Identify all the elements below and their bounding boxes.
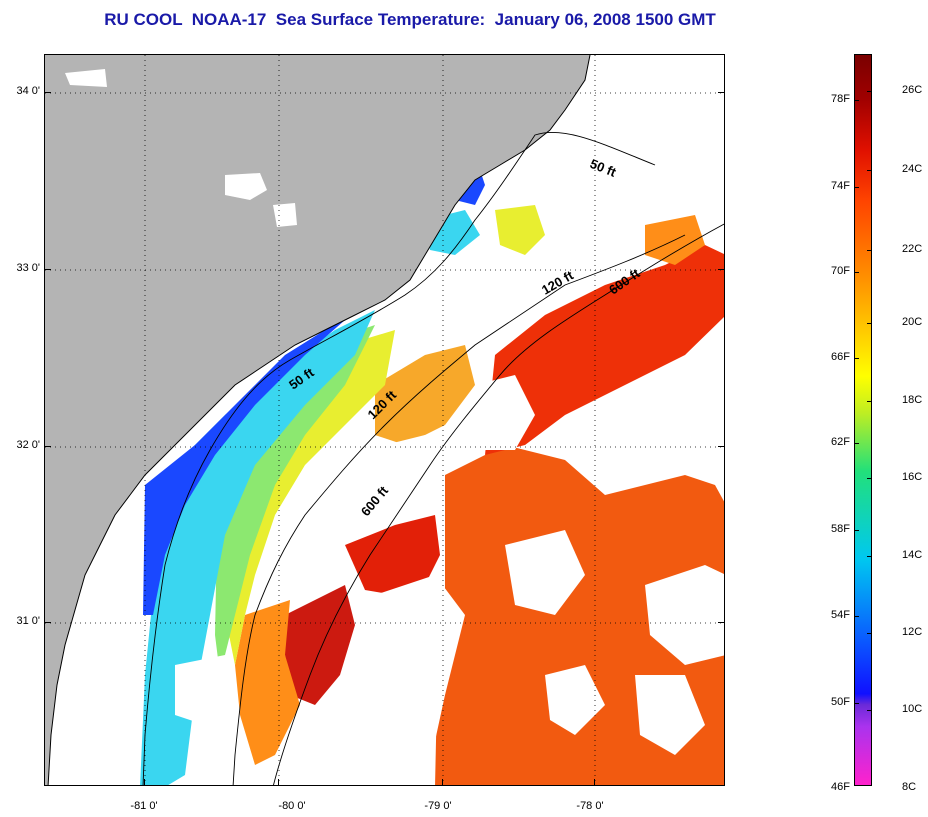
axis-tick <box>594 779 595 786</box>
colorbar-label-78f: 78F <box>831 93 850 105</box>
cloud-gap <box>635 675 705 755</box>
cloud-gap <box>645 565 724 665</box>
colorbar-tick <box>854 703 859 704</box>
colorbar-label-20c: 20C <box>902 316 923 328</box>
axis-tick <box>44 92 51 93</box>
colorbar-label-54f: 54F <box>831 609 850 621</box>
land-island <box>225 173 267 200</box>
colorbar-tick <box>854 187 859 188</box>
colorbar-label-18c: 18C <box>902 394 923 406</box>
colorbar-tick <box>854 443 859 444</box>
coastline <box>47 55 591 785</box>
cloud-gap <box>505 530 585 615</box>
latitude-label-33: 33 0' <box>16 262 40 274</box>
colorbar-label-14c: 14C <box>902 549 923 561</box>
latitude-label-34: 34 0' <box>16 85 40 97</box>
colorbar-label-46f: 46F <box>831 781 850 793</box>
colorbar-label-22c: 22C <box>902 243 923 255</box>
contour-label-600ft-south: 600 ft <box>358 483 392 519</box>
colorbar-label-8c: 8C <box>902 781 917 793</box>
colorbar-tick <box>854 616 859 617</box>
cloud-gap <box>605 405 675 475</box>
cloud-gap <box>190 735 240 785</box>
axis-tick <box>718 92 725 93</box>
longitude-label-80: -80 0' <box>278 800 306 812</box>
axis-tick <box>718 269 725 270</box>
temperature-colorbar <box>854 54 872 786</box>
colorbar-tick <box>867 250 872 251</box>
colorbar-tick <box>867 91 872 92</box>
sst-darkred-core <box>285 585 355 705</box>
sst-orange-120ft <box>375 345 475 445</box>
cloud-gap <box>175 655 235 725</box>
axis-tick <box>44 622 51 623</box>
longitude-label-81: -81 0' <box>130 800 158 812</box>
axis-tick <box>44 446 51 447</box>
contour-label-120ft-north: 120 ft <box>539 267 576 297</box>
sst-map: 50 ft 120 ft 600 ft 50 ft 120 ft 600 ft <box>44 54 725 786</box>
longitude-label-78: -78 0' <box>576 800 604 812</box>
colorbar-label-58f: 58F <box>831 523 850 535</box>
colorbar-tick <box>867 478 872 479</box>
contour-label-50ft-north: 50 ft <box>588 156 619 180</box>
axis-tick <box>144 779 145 786</box>
no-data-gaps <box>175 375 724 785</box>
colorbar-label-70f: 70F <box>831 265 850 277</box>
axis-tick <box>718 622 725 623</box>
colorbar-tick <box>867 556 872 557</box>
colorbar-tick <box>867 170 872 171</box>
colorbar-tick <box>867 401 872 402</box>
sst-map-canvas: 50 ft 120 ft 600 ft 50 ft 120 ft 600 ft <box>45 55 724 785</box>
land-island <box>65 69 107 87</box>
axis-tick <box>718 446 725 447</box>
cloud-gap <box>545 665 605 735</box>
colorbar-label-24c: 24C <box>902 163 923 175</box>
axis-tick <box>278 779 279 786</box>
colorbar-tick <box>854 272 859 273</box>
sst-orange-south <box>235 600 300 765</box>
cloud-gap <box>325 575 465 785</box>
latitude-label-32: 32 0' <box>16 439 40 451</box>
colorbar-label-62f: 62F <box>831 436 850 448</box>
axis-tick <box>442 779 443 786</box>
colorbar-tick <box>854 100 859 101</box>
land-island <box>273 203 297 227</box>
colorbar-label-10c: 10C <box>902 703 923 715</box>
colorbar-tick <box>867 323 872 324</box>
latitude-label-31: 31 0' <box>16 615 40 627</box>
cloud-gap <box>475 375 535 450</box>
colorbar-label-50f: 50F <box>831 696 850 708</box>
sst-blue-nearshore <box>143 320 345 615</box>
colorbar-label-26c: 26C <box>902 84 923 96</box>
colorbar-tick <box>854 530 859 531</box>
sst-red-offshore-band <box>485 245 724 455</box>
cloud-gap <box>385 435 435 485</box>
map-title: RU COOL NOAA-17 Sea Surface Temperature:… <box>104 10 716 29</box>
contour-120ft <box>232 234 686 785</box>
colorbar-tick <box>867 633 872 634</box>
colorbar-tick <box>854 358 859 359</box>
longitude-label-79: -79 0' <box>424 800 452 812</box>
colorbar-label-66f: 66F <box>831 351 850 363</box>
axis-tick <box>44 269 51 270</box>
sst-yellow-north-patch <box>495 205 545 255</box>
colorbar-label-16c: 16C <box>902 471 923 483</box>
graticule <box>45 55 724 785</box>
contour-50ft <box>142 131 656 785</box>
land-mass <box>45 55 590 785</box>
colorbar-tick <box>867 710 872 711</box>
contour-600ft <box>273 223 724 785</box>
colorbar-label-12c: 12C <box>902 626 923 638</box>
colorbar-label-74f: 74F <box>831 180 850 192</box>
sst-red-mid-lobe <box>345 515 440 595</box>
